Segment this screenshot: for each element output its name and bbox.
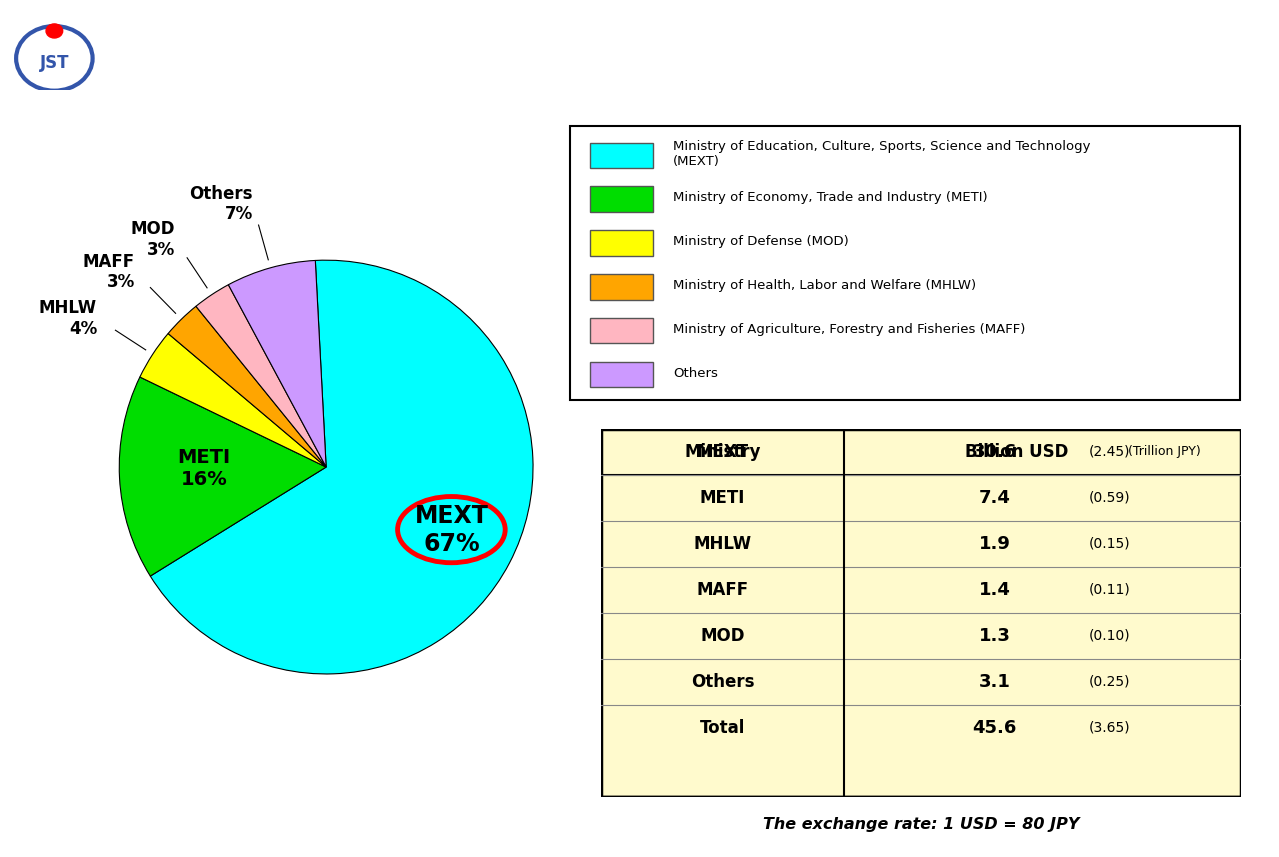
- Text: 1.4: 1.4: [978, 581, 1010, 599]
- Text: MEXT: MEXT: [697, 442, 748, 460]
- Text: Ministry of Health, Labor and Welfare (MHLW): Ministry of Health, Labor and Welfare (M…: [673, 279, 976, 292]
- FancyBboxPatch shape: [569, 126, 1239, 400]
- Text: (3.65): (3.65): [1090, 721, 1131, 735]
- Text: MOD
3%: MOD 3%: [130, 220, 175, 259]
- Text: MAFF: MAFF: [697, 581, 748, 599]
- Text: The exchange rate: 1 USD = 80 JPY: The exchange rate: 1 USD = 80 JPY: [762, 817, 1079, 832]
- Text: MEXT
67%: MEXT 67%: [414, 504, 489, 555]
- FancyBboxPatch shape: [591, 142, 652, 168]
- FancyBboxPatch shape: [601, 428, 1241, 797]
- Circle shape: [17, 26, 92, 91]
- FancyBboxPatch shape: [591, 231, 652, 255]
- Text: METI: METI: [700, 488, 746, 506]
- Text: Ministry of Defense (MOD): Ministry of Defense (MOD): [673, 235, 849, 248]
- Wedge shape: [229, 261, 326, 467]
- Circle shape: [46, 24, 63, 38]
- Text: (0.59): (0.59): [1090, 490, 1131, 505]
- Text: MHLW
4%: MHLW 4%: [38, 299, 97, 338]
- Text: 1.3: 1.3: [978, 626, 1010, 644]
- Wedge shape: [139, 333, 326, 467]
- Text: (Trillion JPY): (Trillion JPY): [1128, 445, 1200, 458]
- Text: JST: JST: [40, 54, 69, 72]
- Text: Others: Others: [691, 673, 755, 691]
- Text: 1.9: 1.9: [978, 535, 1010, 553]
- Text: Ministry of Economy, Trade and Industry (METI): Ministry of Economy, Trade and Industry …: [673, 191, 987, 204]
- Text: Total: Total: [700, 719, 746, 737]
- Text: 3.1: 3.1: [978, 673, 1010, 691]
- Text: MAFF
3%: MAFF 3%: [83, 253, 136, 291]
- Text: Ministry of Agriculture, Forestry and Fisheries (MAFF): Ministry of Agriculture, Forestry and Fi…: [673, 323, 1026, 336]
- Text: 7.4: 7.4: [978, 488, 1010, 506]
- Text: MOD: MOD: [701, 626, 744, 644]
- Text: METI
16%: METI 16%: [178, 448, 230, 489]
- Text: Ministry: Ministry: [684, 442, 761, 460]
- Text: (0.15): (0.15): [1090, 536, 1131, 551]
- Text: MHLW: MHLW: [693, 535, 752, 553]
- FancyBboxPatch shape: [591, 362, 652, 387]
- FancyBboxPatch shape: [591, 187, 652, 212]
- Wedge shape: [119, 377, 326, 576]
- Text: (0.10): (0.10): [1090, 629, 1131, 643]
- Text: S&T-Related Budget in FY2011: S&T-Related Budget in FY2011: [403, 57, 927, 85]
- Wedge shape: [151, 261, 533, 674]
- Text: Ministry of Education, Culture, Sports, Science and Technology
(MEXT): Ministry of Education, Culture, Sports, …: [673, 140, 1091, 168]
- FancyBboxPatch shape: [591, 318, 652, 344]
- Wedge shape: [168, 306, 326, 467]
- Text: (2.45): (2.45): [1090, 445, 1131, 458]
- Text: Others: Others: [673, 367, 718, 380]
- FancyBboxPatch shape: [591, 274, 652, 300]
- Text: (0.11): (0.11): [1088, 583, 1131, 596]
- Text: (0.25): (0.25): [1090, 674, 1131, 689]
- Text: Others
7%: Others 7%: [189, 184, 253, 224]
- Wedge shape: [196, 285, 326, 467]
- Text: 45.6: 45.6: [972, 719, 1017, 737]
- Text: 30.6: 30.6: [972, 442, 1017, 460]
- Text: Billion USD: Billion USD: [966, 442, 1068, 460]
